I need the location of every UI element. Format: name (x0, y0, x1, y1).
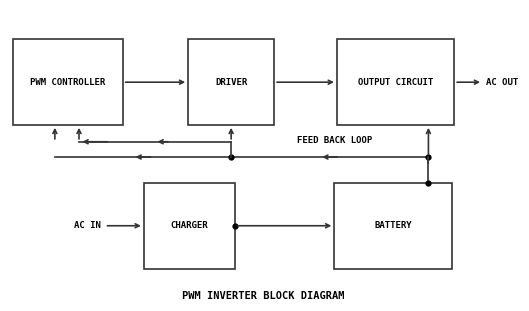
Text: PWM INVERTER BLOCK DIAGRAM: PWM INVERTER BLOCK DIAGRAM (183, 290, 345, 301)
Bar (334, 183, 452, 268)
Bar (337, 39, 454, 125)
Text: BATTERY: BATTERY (374, 221, 412, 230)
Text: AC IN: AC IN (74, 221, 101, 230)
Bar (144, 183, 235, 268)
Text: DRIVER: DRIVER (215, 78, 247, 87)
Text: PWM CONTROLLER: PWM CONTROLLER (30, 78, 106, 87)
Bar (188, 39, 274, 125)
Text: OUTPUT CIRCUIT: OUTPUT CIRCUIT (358, 78, 433, 87)
Text: FEED BACK LOOP: FEED BACK LOOP (297, 136, 372, 145)
Bar (13, 39, 123, 125)
Text: CHARGER: CHARGER (170, 221, 208, 230)
Text: AC OUT: AC OUT (486, 78, 518, 87)
